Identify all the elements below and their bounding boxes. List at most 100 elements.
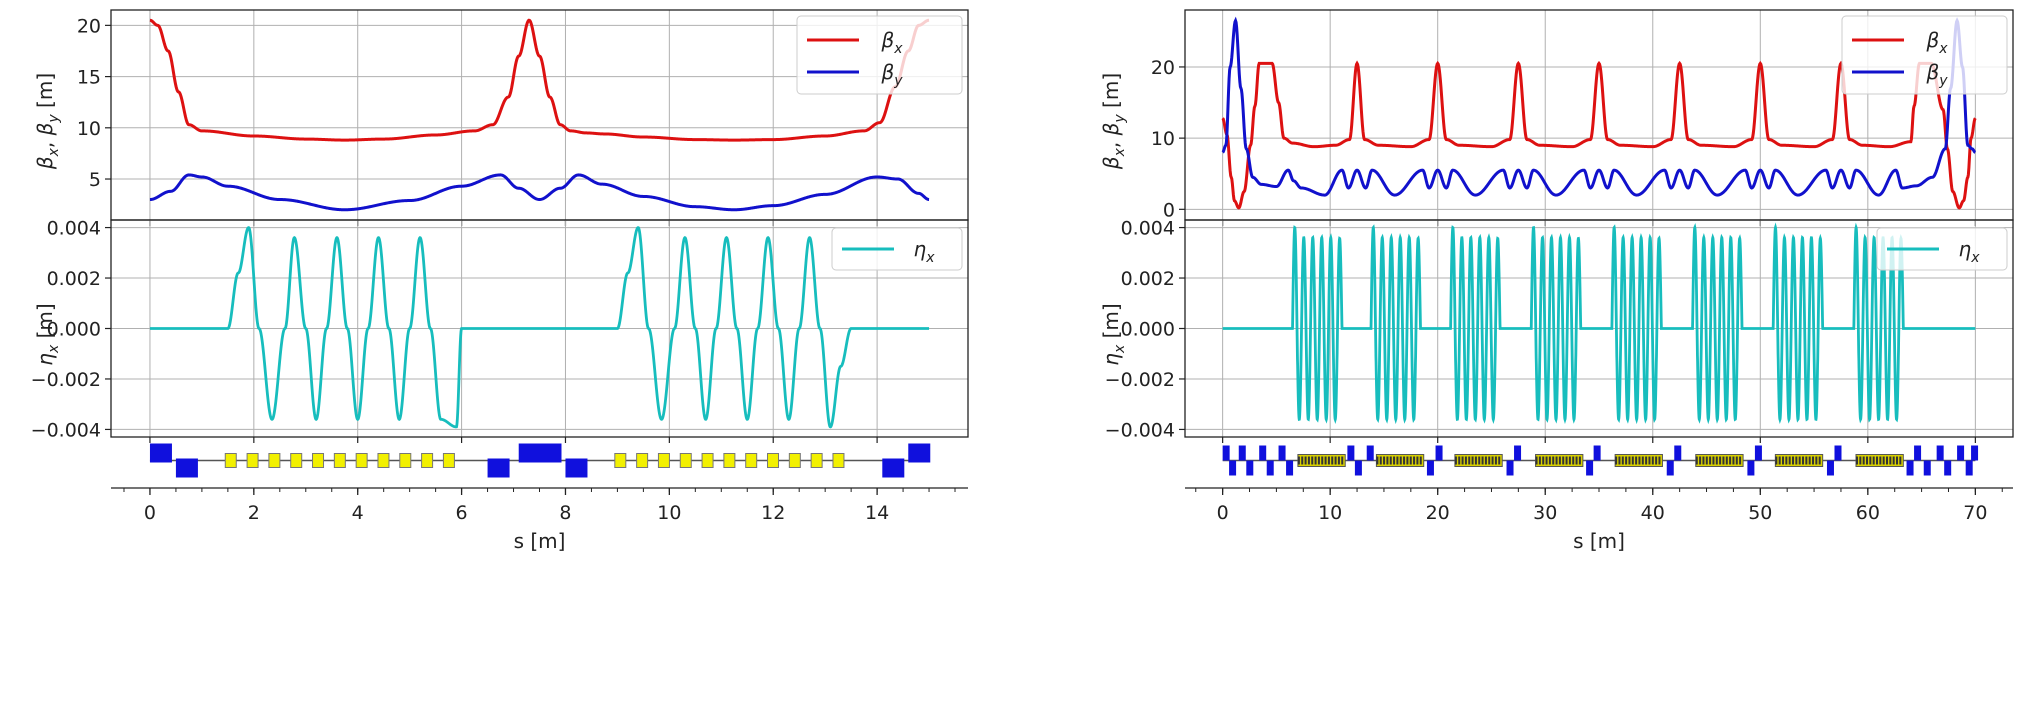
dipole-slice (1788, 456, 1791, 465)
quadrupole-magnet (1914, 445, 1922, 461)
dipole-magnet (355, 453, 368, 468)
x-tick-label: 6 (456, 502, 468, 524)
quadrupole-magnet (1246, 460, 1254, 476)
quadrupole-magnet (1435, 445, 1443, 461)
dipole-slice (1491, 456, 1494, 465)
dipole-slice (1719, 456, 1722, 465)
y-tick-label: 10 (77, 118, 101, 140)
dipole-slice (1859, 456, 1862, 465)
quadrupole-magnet (1586, 460, 1594, 476)
dipole-slice (1297, 456, 1300, 465)
chart-right: 0 10 20 βx​, βy​ [m] βx​ βy​ 0.004 0.002 0.000 −0… (1099, 9, 2014, 553)
dipole-slice (1488, 456, 1491, 465)
dipole-slice (1458, 456, 1461, 465)
dipole-slice (1558, 456, 1561, 465)
y-tick-label: 0.002 (47, 268, 101, 290)
dipole-slice (1641, 456, 1644, 465)
quadrupole-magnet (1238, 445, 1246, 461)
dipole-slice (1494, 456, 1497, 465)
series-line-beta-y (149, 173, 930, 212)
quadrupole-magnet (539, 443, 562, 463)
dipole-magnet (290, 453, 303, 468)
eta-frame (110, 219, 969, 438)
dipole-magnet (333, 453, 346, 468)
quadrupole-magnet (487, 458, 510, 478)
series-line-beta-x (149, 18, 930, 142)
dipole-slice (1795, 456, 1798, 465)
eta-ylabel: ηx​ [m] (33, 303, 62, 365)
eta-frame (1184, 219, 2014, 438)
dipole-slice (1386, 456, 1389, 465)
dipole-slice (1304, 456, 1307, 465)
quadrupole-magnet (1229, 460, 1237, 476)
quadrupole-magnet (1936, 445, 1944, 461)
dipole-magnet (832, 453, 845, 468)
legend-box (831, 227, 963, 271)
dipole-magnet (810, 453, 823, 468)
dipole-magnet (421, 453, 434, 468)
legend-box (1876, 227, 2008, 271)
dipole-slice (1334, 456, 1337, 465)
dipole-slice (1409, 456, 1412, 465)
quadrupole-magnet (175, 458, 198, 478)
y-tick-label: 0.002 (1121, 268, 1175, 290)
dipole-slice (1565, 456, 1568, 465)
dipole-slice (1872, 456, 1875, 465)
dipole-magnet (312, 453, 325, 468)
quadrupole-magnet (882, 458, 905, 478)
y-tick-label: 0.000 (1121, 319, 1175, 341)
quadrupole-magnet (1354, 460, 1362, 476)
dipole-slice (1454, 456, 1457, 465)
dipole-slice (1712, 456, 1715, 465)
dipole-magnet (657, 453, 670, 468)
dipole-slice (1314, 456, 1317, 465)
series-line-eta-x (1222, 222, 1976, 425)
dipole-slice (1568, 456, 1571, 465)
dipole-slice (1621, 456, 1624, 465)
legend-label: βy​ (880, 60, 903, 89)
y-tick-label: 0.000 (47, 319, 101, 341)
dipole-magnet (442, 453, 455, 468)
dipole-slice (1876, 456, 1879, 465)
dipole-slice (1635, 456, 1638, 465)
lattice-strip (149, 443, 931, 478)
quadrupole-magnet (1971, 445, 1979, 461)
dipole-slice (1856, 456, 1859, 465)
y-tick-label: 0 (1163, 199, 1175, 221)
y-tick-label: 20 (1151, 57, 1175, 79)
legend-label: βx​ (880, 28, 903, 57)
x-tick-label: 60 (1856, 502, 1880, 524)
dipole-slice (1892, 456, 1895, 465)
quadrupole-magnet (1834, 445, 1842, 461)
x-tick-label: 14 (865, 502, 889, 524)
series-line-beta-y (1221, 16, 1976, 197)
dipole-slice (1555, 456, 1558, 465)
series-line-eta-x (149, 226, 930, 429)
dipole-slice (1869, 456, 1872, 465)
dipole-magnet (224, 453, 237, 468)
dipole-slice (1538, 456, 1541, 465)
x-axis-label: s [m] (1573, 529, 1625, 553)
dipole-slice (1419, 456, 1422, 465)
y-tick-label: 10 (1151, 128, 1175, 150)
dipole-magnet (246, 453, 259, 468)
dipole-slice (1655, 456, 1658, 465)
dipole-slice (1785, 456, 1788, 465)
dipole-slice (1337, 456, 1340, 465)
dipole-slice (1548, 456, 1551, 465)
quadrupole-magnet (1906, 460, 1914, 476)
quadrupole-magnet (1426, 460, 1434, 476)
y-tick-label: 15 (77, 67, 101, 89)
dipole-slice (1862, 456, 1865, 465)
quadrupole-magnet (1965, 460, 1973, 476)
dipole-magnet (767, 453, 780, 468)
dipole-slice (1889, 456, 1892, 465)
quadrupole-magnet (1957, 445, 1965, 461)
dipole-slice (1715, 456, 1718, 465)
dipole-magnet (723, 453, 736, 468)
x-tick-label: 30 (1533, 502, 1557, 524)
dipole-slice (1725, 456, 1728, 465)
quadrupole-magnet (1747, 460, 1755, 476)
